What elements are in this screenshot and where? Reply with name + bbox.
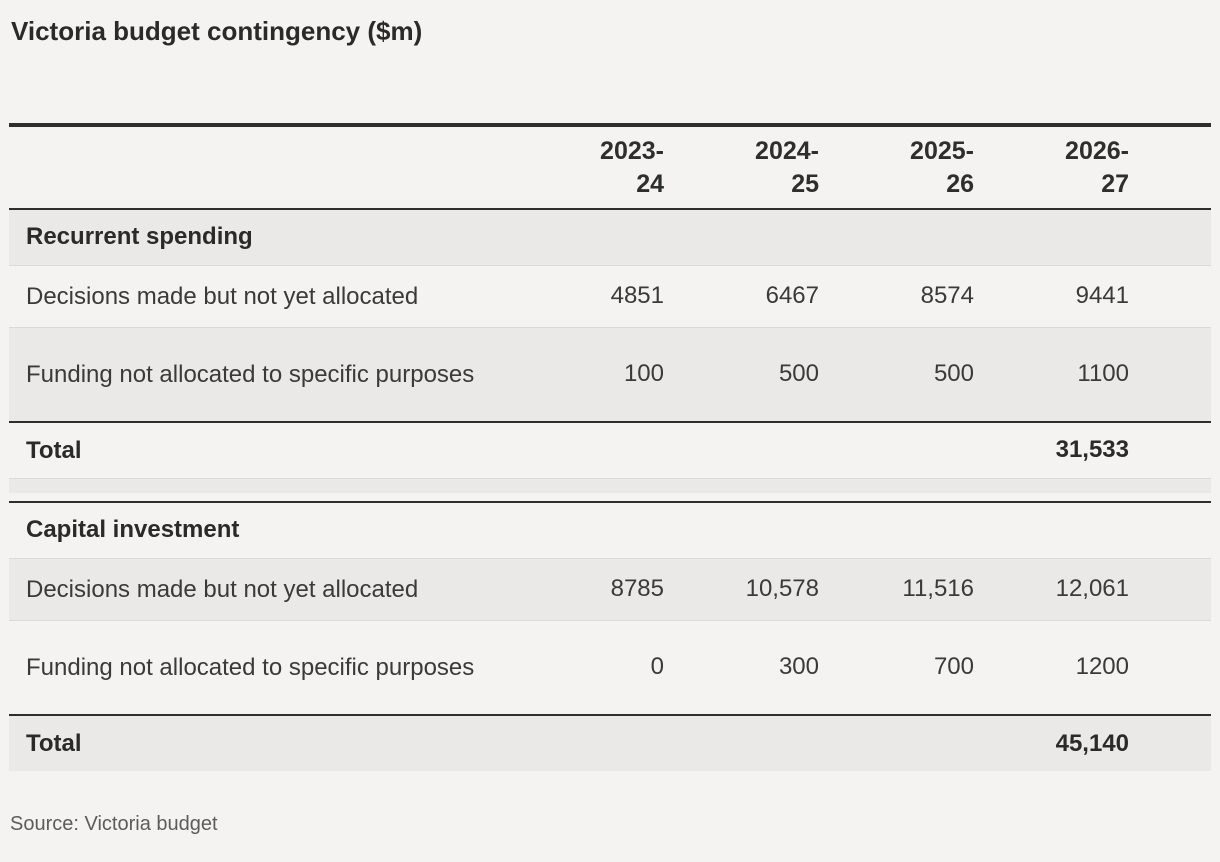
cell-value: 11,516 [902, 575, 974, 603]
row-label: Funding not allocated to specific purpos… [26, 653, 475, 681]
cell-value: 1200 [1075, 653, 1129, 681]
total-empty-cells [509, 422, 974, 478]
cell-value: 300 [778, 653, 819, 681]
column-header-row: 2023- 24 2024- 25 2025- 26 2026- 27 [9, 125, 1211, 210]
cell-spacer [1129, 558, 1211, 620]
section-spacer [9, 478, 1211, 494]
row-label: Funding not allocated to specific purpos… [26, 360, 475, 388]
section-header-row-recurrent: Recurrent spending [9, 209, 1211, 266]
cell-value: 6467 [765, 282, 819, 310]
total-row-recurrent: Total 31,533 [9, 422, 1211, 478]
section-header: Recurrent spending [26, 223, 253, 251]
cell-value: 1100 [1077, 360, 1129, 388]
row-label: Decisions made but not yet allocated [26, 282, 419, 310]
column-header-2025-26: 2025- 26 [910, 136, 974, 198]
table-row: Funding not allocated to specific purpos… [9, 620, 1211, 715]
column-header-2023-24: 2023- 24 [600, 136, 664, 198]
cell-spacer [1129, 422, 1211, 478]
total-label: Total [26, 730, 82, 758]
cell-value: 500 [933, 360, 974, 388]
cell-value: 0 [650, 653, 664, 681]
table-row: Funding not allocated to specific purpos… [9, 327, 1211, 423]
column-header-spacer [1129, 125, 1211, 209]
cell-value: 500 [778, 360, 819, 388]
column-header-2024-25: 2024- 25 [755, 136, 819, 198]
column-header-2026-27: 2026- 27 [1065, 136, 1129, 198]
table-row: Decisions made but not yet allocated 485… [9, 265, 1211, 327]
cell-value: 8574 [920, 282, 974, 310]
cell-spacer [1129, 265, 1211, 327]
cell-value: 700 [933, 653, 974, 681]
page-title: Victoria budget contingency ($m) [11, 16, 423, 46]
table-row: Decisions made but not yet allocated 878… [9, 558, 1211, 621]
budget-table: 2023- 24 2024- 25 2025- 26 2026- 27 Recu… [9, 123, 1211, 772]
section-header: Capital investment [26, 516, 240, 544]
cell-value: 100 [623, 360, 664, 388]
section-header-row-capital: Capital investment [9, 502, 1211, 558]
cell-value: 12,061 [1055, 575, 1129, 603]
total-empty-cells [509, 715, 974, 771]
section-spacer [9, 493, 1211, 502]
row-label: Decisions made but not yet allocated [26, 575, 419, 603]
cell-spacer [1129, 327, 1211, 422]
cell-spacer [1129, 620, 1211, 715]
cell-value: 9441 [1075, 282, 1129, 310]
column-header-empty [9, 125, 509, 209]
source-note: Source: Victoria budget [10, 813, 218, 836]
total-value: 31,533 [1055, 436, 1129, 464]
total-value: 45,140 [1055, 729, 1129, 757]
cell-value: 4851 [610, 282, 664, 310]
cell-value: 10,578 [745, 575, 819, 603]
total-label: Total [26, 436, 82, 464]
total-row-capital: Total 45,140 [9, 715, 1211, 772]
cell-spacer [1129, 715, 1211, 771]
cell-value: 8785 [610, 575, 664, 603]
